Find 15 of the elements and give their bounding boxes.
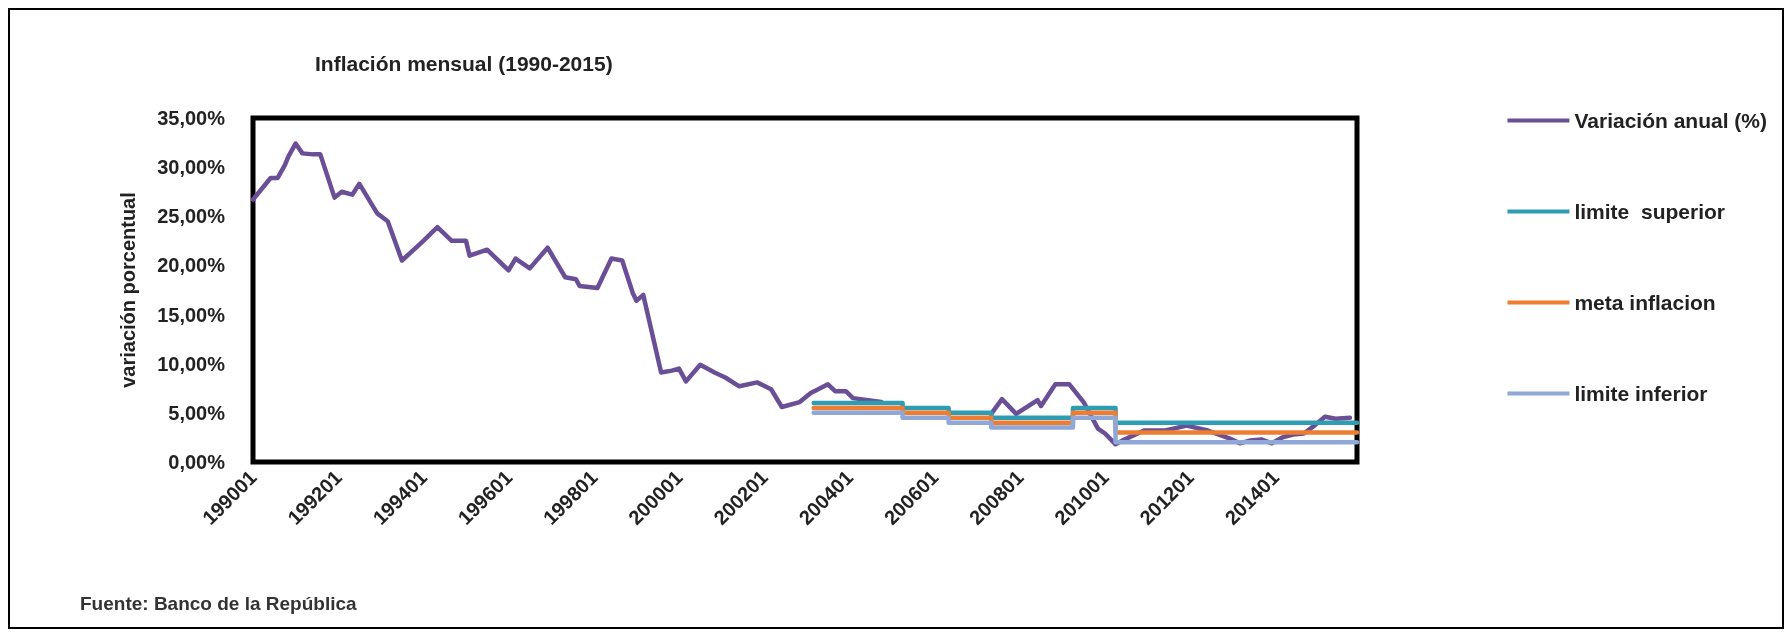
chart-title: Inflación mensual (1990-2015) xyxy=(315,52,613,75)
legend-label: meta inflacion xyxy=(1574,291,1716,314)
y-tick-label: 25,00% xyxy=(157,205,226,228)
legend-label: Variación anual (%) xyxy=(1574,109,1767,132)
legend-label: limite superior xyxy=(1574,200,1725,223)
y-tick-label: 15,00% xyxy=(157,303,226,326)
y-tick-label: 10,00% xyxy=(157,352,226,375)
y-axis-title: variación porcentual xyxy=(117,192,139,388)
legend-label: limite inferior xyxy=(1574,382,1708,405)
source-note: Fuente: Banco de la República xyxy=(80,593,358,614)
y-tick-label: 35,00% xyxy=(157,107,226,129)
y-tick-label: 30,00% xyxy=(157,156,226,179)
y-tick-label: 0,00% xyxy=(168,451,226,473)
y-tick-label: 5,00% xyxy=(168,401,226,424)
y-tick-label: 20,00% xyxy=(157,254,226,277)
